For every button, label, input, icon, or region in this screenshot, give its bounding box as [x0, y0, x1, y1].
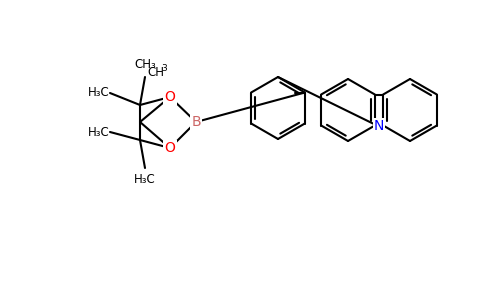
- Text: B: B: [191, 115, 201, 129]
- Text: H₃C: H₃C: [134, 173, 156, 186]
- Text: H₃C: H₃C: [88, 86, 110, 100]
- Text: 3: 3: [161, 64, 167, 73]
- Text: N: N: [374, 119, 384, 134]
- Text: H₃C: H₃C: [88, 125, 110, 139]
- Text: CH: CH: [147, 67, 164, 80]
- Text: O: O: [165, 141, 175, 155]
- Text: CH₃: CH₃: [134, 58, 156, 71]
- Text: O: O: [165, 90, 175, 104]
